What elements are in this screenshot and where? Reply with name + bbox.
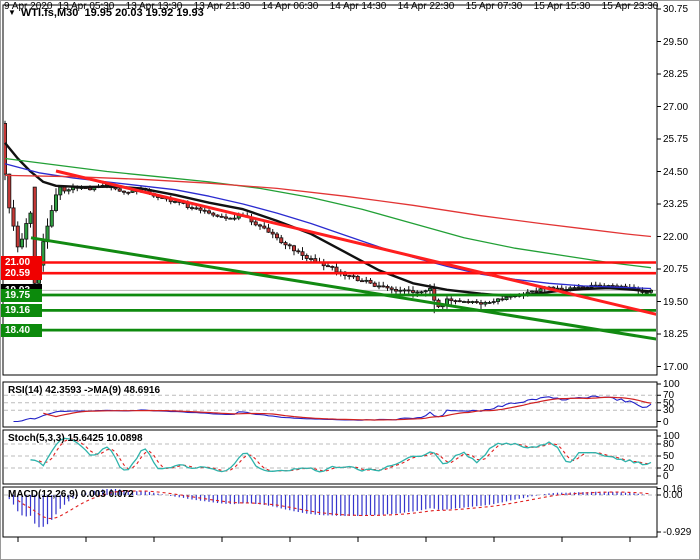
y-axis-label: 27.00: [663, 101, 689, 113]
x-axis-label: 15 Apr 15:30: [533, 1, 591, 12]
collapse-arrow-icon[interactable]: ▼: [8, 8, 16, 17]
x-axis-label: 15 Apr 23:30: [601, 1, 659, 12]
price-badge: 19.75: [1, 288, 42, 302]
macd-indicator-title: MACD(12,26,9) 0.003 0.072: [8, 489, 134, 500]
rsi-scale-label: 0: [663, 416, 669, 428]
x-axis-label: 9 Apr 2020: [4, 1, 53, 12]
y-axis-label: 20.75: [663, 264, 689, 275]
rsi-scale-label: 100: [663, 379, 680, 390]
macd-scale-label: 0.00: [663, 490, 683, 501]
y-axis-label: 22.00: [663, 231, 689, 243]
stoch-scale-label: 20: [663, 463, 675, 474]
y-axis-label: 18.25: [663, 329, 689, 340]
stoch-indicator-title: Stoch(5,3,3) 15.6425 10.0898: [8, 433, 143, 444]
chart-ohlc-values: 19.95 20.03 19.92 19.93: [84, 7, 204, 19]
rsi-scale-label: 30: [663, 405, 675, 417]
chart-title: ▼ WTI.fs,M30 19.95 20.03 19.92 19.93: [8, 7, 204, 19]
y-axis-label: 24.50: [663, 166, 689, 178]
macd-scale-label: -0.929: [663, 527, 692, 538]
stoch-scale-label: 50: [663, 451, 675, 462]
y-axis-label: 29.50: [663, 36, 689, 48]
stoch-scale-label: 80: [663, 439, 675, 450]
y-axis-label: 28.25: [663, 69, 689, 80]
price-badge: 20.59: [1, 266, 42, 280]
x-axis-label: 14 Apr 06:30: [261, 1, 319, 12]
y-axis-label: 23.25: [663, 199, 689, 210]
rsi-scale-label: 70: [663, 390, 675, 402]
price-badge: 18.40: [1, 323, 42, 337]
rsi-indicator-title: RSI(14) 42.3593 ->MA(9) 48.6916: [8, 385, 161, 396]
y-axis-label: 19.50: [663, 296, 689, 308]
stoch-scale-label: 0: [663, 471, 669, 482]
macd-scale-label: 0.16: [663, 483, 683, 495]
x-axis-label: 14 Apr 14:30: [329, 1, 387, 12]
x-axis-label: 13 Apr 13:30: [125, 1, 183, 12]
price-badge: 21.00: [1, 256, 42, 269]
chart-symbol-period: WTI.fs,M30: [20, 7, 79, 19]
rsi-scale-label: 50: [663, 397, 675, 409]
y-axis-label: 30.75: [663, 4, 689, 15]
x-axis-label: 15 Apr 07:30: [465, 1, 523, 12]
x-axis-label: 13 Apr 21:30: [193, 1, 251, 12]
stoch-scale-label: 100: [663, 431, 680, 442]
y-axis-label: 17.00: [663, 361, 689, 373]
x-axis-label: 14 Apr 22:30: [397, 1, 455, 12]
x-axis-label: 13 Apr 05:30: [57, 1, 115, 12]
price-badge: 19.16: [1, 303, 42, 317]
y-axis-label: 25.75: [663, 134, 689, 145]
